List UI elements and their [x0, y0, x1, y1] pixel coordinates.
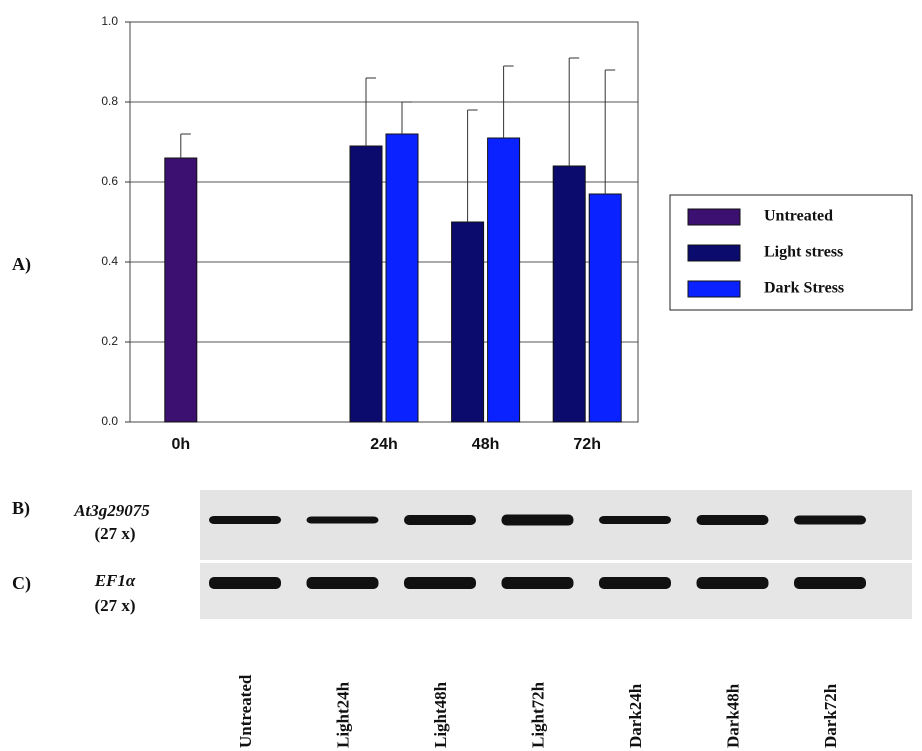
gel-band [209, 516, 281, 524]
figure: A) B) C) At3g29075 (27 x) EF1α (27 x) 0.… [0, 0, 922, 751]
gel-band [307, 517, 379, 524]
gel-band [697, 515, 769, 525]
panel-label: C) [12, 573, 31, 594]
y-tick-label: 0.2 [101, 334, 118, 348]
bar [165, 158, 197, 422]
bar [488, 138, 520, 422]
gel-band [307, 577, 379, 589]
lane-label: Light24h [333, 681, 352, 748]
bar [589, 194, 621, 422]
x-tick-label: 48h [472, 436, 500, 453]
y-tick-label: 1.0 [101, 14, 118, 28]
lane-label: Dark72h [821, 683, 840, 748]
y-tick-label: 0.0 [101, 414, 118, 428]
gel-band [794, 577, 866, 589]
y-tick-label: 0.6 [101, 174, 118, 188]
lane-label: Light48h [431, 681, 450, 748]
x-tick-label: 72h [573, 436, 601, 453]
gel-band [794, 516, 866, 525]
lane-label: Light72h [528, 681, 547, 748]
bar [452, 222, 484, 422]
bar [386, 134, 418, 422]
x-tick-label: 0h [171, 436, 190, 453]
panel-label: A) [12, 254, 31, 275]
gel-band [502, 515, 574, 526]
x-tick-label: 24h [370, 436, 398, 453]
legend-swatch [688, 281, 740, 297]
legend-label: Light stress [764, 244, 843, 261]
gene-label: At3g29075 [73, 501, 150, 520]
panel-label: B) [12, 498, 30, 519]
bar [350, 146, 382, 422]
gel-band [502, 577, 574, 589]
gene-label: EF1α [94, 571, 136, 590]
cycle-label: (27 x) [94, 524, 135, 543]
legend-swatch [688, 245, 740, 261]
cycle-label: (27 x) [94, 596, 135, 615]
lane-label: Untreated [236, 674, 255, 748]
bar [553, 166, 585, 422]
y-tick-label: 0.4 [101, 254, 118, 268]
gel-band [209, 577, 281, 589]
gel-band [404, 577, 476, 589]
legend-label: Dark Stress [764, 280, 844, 297]
lane-label: Dark48h [723, 683, 742, 748]
legend-label: Untreated [764, 208, 833, 225]
lane-label: Dark24h [626, 683, 645, 748]
gel-band [599, 577, 671, 589]
legend-swatch [688, 209, 740, 225]
page: {"chart_data": {"type": "bar", "categori… [0, 0, 922, 751]
gel-band [404, 515, 476, 525]
gel-band [697, 577, 769, 589]
y-tick-label: 0.8 [101, 94, 118, 108]
gel-image [200, 563, 912, 619]
gel-band [599, 516, 671, 524]
